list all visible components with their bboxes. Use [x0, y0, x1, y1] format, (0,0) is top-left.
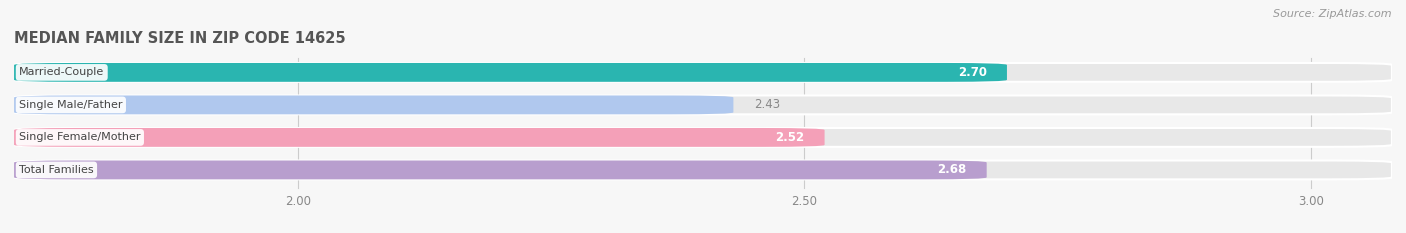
Text: 2.52: 2.52 — [775, 131, 804, 144]
Text: Source: ZipAtlas.com: Source: ZipAtlas.com — [1274, 9, 1392, 19]
Text: Married-Couple: Married-Couple — [20, 67, 104, 77]
FancyBboxPatch shape — [14, 161, 987, 179]
Text: MEDIAN FAMILY SIZE IN ZIP CODE 14625: MEDIAN FAMILY SIZE IN ZIP CODE 14625 — [14, 31, 346, 46]
FancyBboxPatch shape — [14, 96, 1392, 114]
Text: Total Families: Total Families — [20, 165, 94, 175]
Text: 2.43: 2.43 — [754, 98, 780, 111]
FancyBboxPatch shape — [14, 96, 734, 114]
Text: 2.70: 2.70 — [957, 66, 987, 79]
Text: 2.68: 2.68 — [938, 163, 966, 176]
FancyBboxPatch shape — [14, 128, 824, 147]
Text: Single Male/Father: Single Male/Father — [20, 100, 122, 110]
FancyBboxPatch shape — [14, 63, 1007, 82]
FancyBboxPatch shape — [14, 128, 1392, 147]
FancyBboxPatch shape — [14, 161, 1392, 179]
Text: Single Female/Mother: Single Female/Mother — [20, 132, 141, 142]
FancyBboxPatch shape — [14, 63, 1392, 82]
